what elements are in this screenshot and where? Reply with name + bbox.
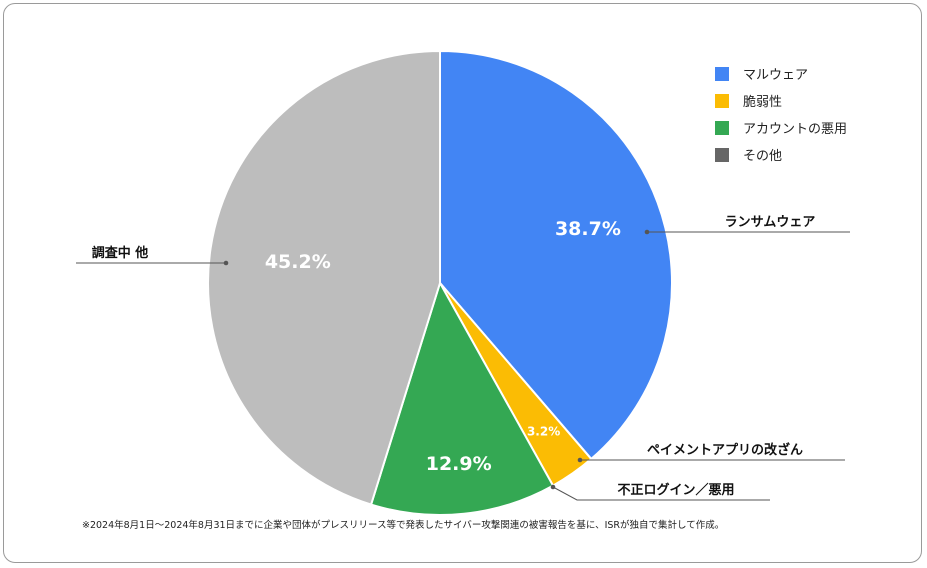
legend-label-account-abuse: アカウントの悪用	[743, 122, 848, 137]
leader-dot-ransomware	[644, 229, 650, 235]
slice-percent-label-payment-app: 3.2%	[527, 425, 560, 439]
legend-swatch-malware	[715, 66, 729, 81]
leader-dot-payment-app	[577, 457, 583, 463]
legend-label-vulnerability: 脆弱性	[743, 95, 783, 110]
leader-line-unauthorized-login	[552, 486, 770, 501]
slice-category-label-payment-app: ペイメントアプリの改ざん	[647, 442, 803, 458]
slice-category-label-unauthorized-login: 不正ログイン／悪用	[617, 482, 734, 498]
pie-slice-ransomware	[439, 49, 674, 461]
legend-label-malware: マルウェア	[743, 68, 809, 83]
pie-slice-unauthorized-login	[369, 280, 555, 516]
slice-category-label-ransomware: ランサムウェア	[725, 215, 816, 230]
legend: マルウェア 脆弱性 アカウントの悪用 その他	[715, 60, 847, 168]
legend-label-other: その他	[743, 149, 783, 164]
leader-dot-unauthorized-login	[550, 484, 556, 490]
legend-item-account-abuse: アカウントの悪用	[715, 114, 847, 141]
pie-slice-under-investigation	[207, 49, 441, 506]
leader-dot-under-investigation	[223, 260, 229, 266]
legend-swatch-other	[715, 147, 729, 162]
legend-item-other: その他	[715, 141, 847, 168]
legend-item-malware: マルウェア	[715, 60, 847, 87]
slice-category-label-under-investigation: 調査中 他	[92, 245, 149, 261]
slice-percent-label-unauthorized-login: 12.9%	[426, 453, 492, 475]
slice-percent-label-under-investigation: 45.2%	[265, 251, 331, 273]
footnote: ※2024年8月1日～2024年8月31日までに企業や団体がプレスリリース等で発…	[82, 520, 725, 531]
legend-swatch-vulnerability	[715, 93, 729, 108]
legend-swatch-account-abuse	[715, 120, 729, 135]
legend-item-vulnerability: 脆弱性	[715, 87, 847, 114]
slice-percent-label-ransomware: 38.7%	[555, 218, 621, 240]
